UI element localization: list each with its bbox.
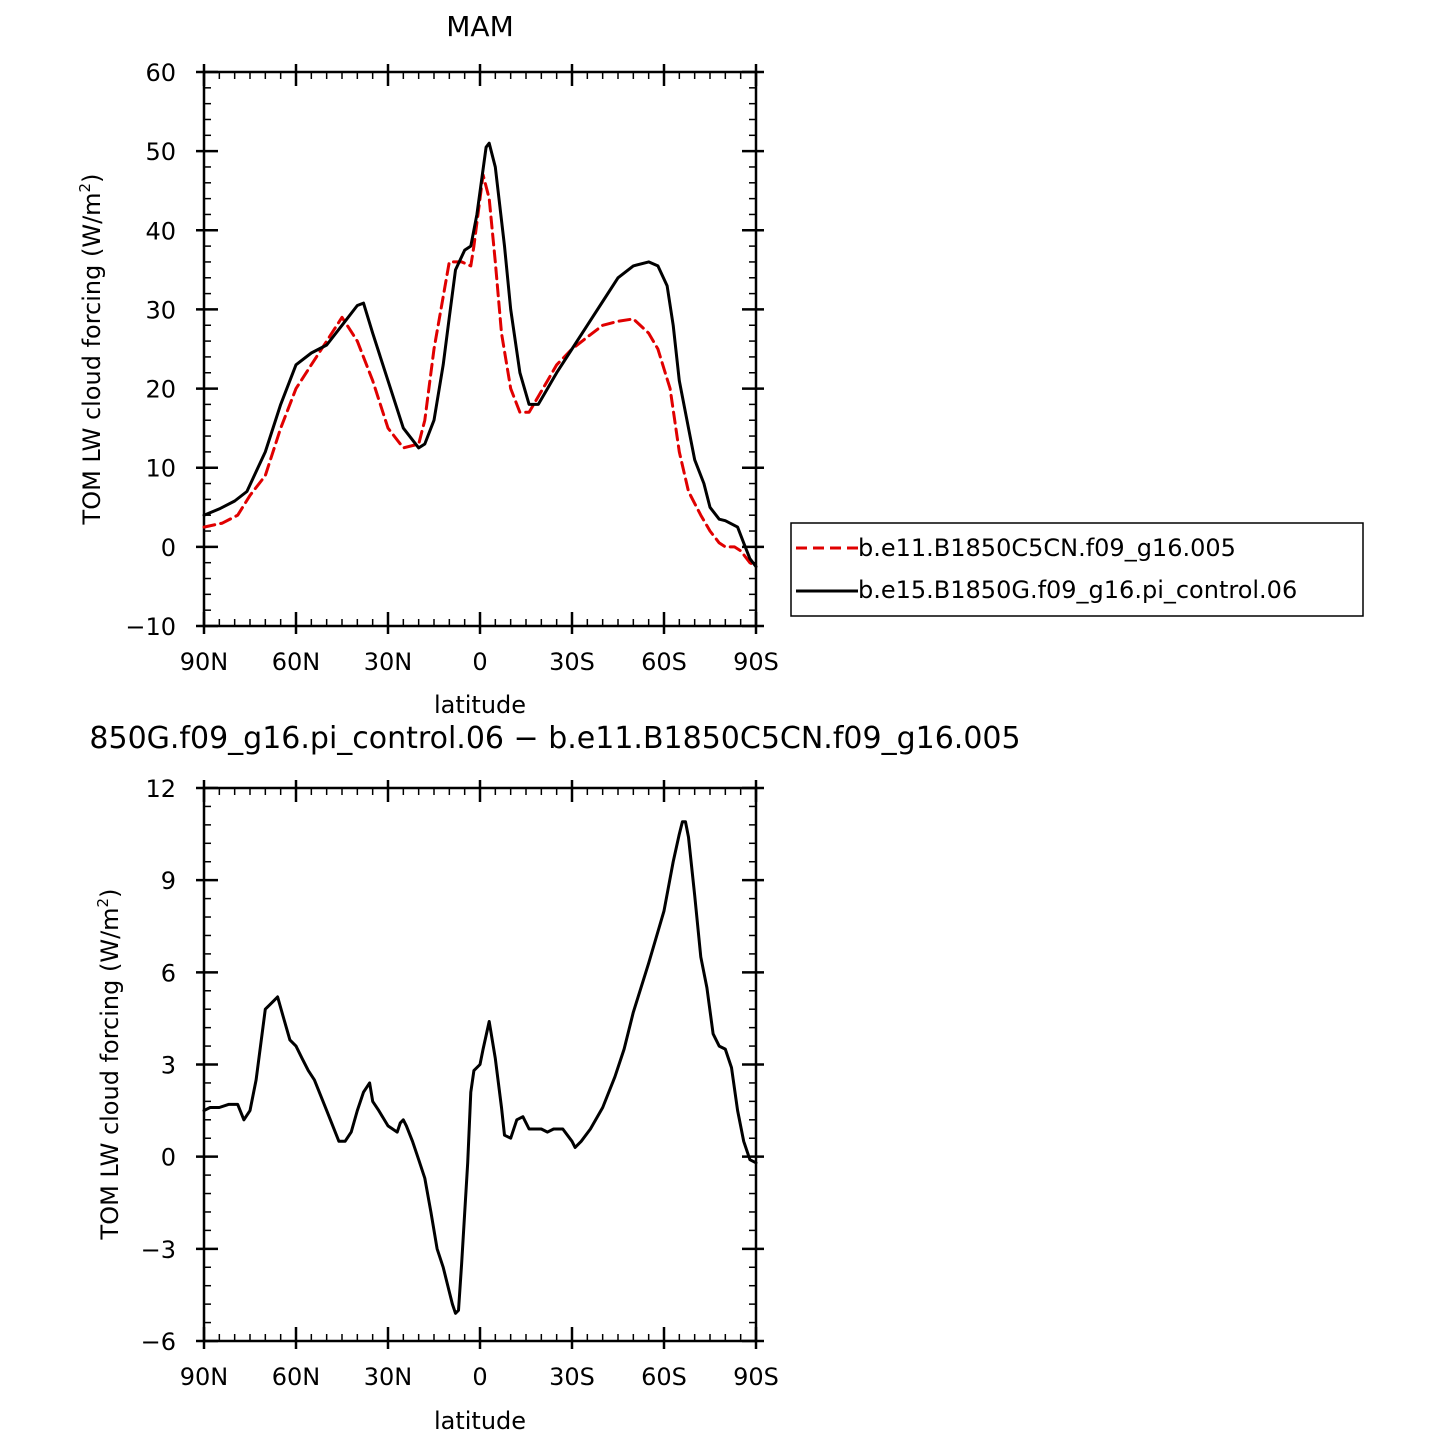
x-axis-label: latitude xyxy=(434,1407,526,1435)
y-axis-label-main: TOM LW cloud forcing (W/m xyxy=(78,192,106,525)
y-tick-label: 30 xyxy=(145,296,176,324)
legend-entry: b.e15.B1850G.f09_g16.pi_control.06 xyxy=(858,576,1297,604)
y-tick-label: −3 xyxy=(141,1236,176,1264)
x-tick-label: 0 xyxy=(472,1363,487,1391)
x-tick-label: 60S xyxy=(641,648,687,676)
y-tick-label: −10 xyxy=(125,613,176,641)
axes: 90N 60N 30N 0 30S 60S 90S −10 0 10 20 30 40 50 60 xyxy=(125,59,779,676)
x-tick-label: 60S xyxy=(641,1363,687,1391)
series-line-0 xyxy=(202,820,758,1315)
x-tick-label: 60N xyxy=(272,648,321,676)
y-tick-label: −6 xyxy=(141,1328,176,1356)
y-axis-label-sup: 2 xyxy=(94,898,112,908)
axes: 90N 60N 30N 0 30S 60S 90S −6 −3 0 3 6 9 12 xyxy=(141,775,779,1391)
chart-title: MAM xyxy=(446,10,513,43)
x-tick-label: 30S xyxy=(549,648,595,676)
x-tick-label: 90N xyxy=(180,1363,229,1391)
x-tick-label: 90S xyxy=(733,1363,779,1391)
top-panel: MAM 90N 60N 30N 0 30S 60S 90S−100102030405060 … xyxy=(76,10,1364,719)
y-tick-label: 60 xyxy=(145,59,176,87)
y-tick-label: 20 xyxy=(145,376,176,404)
y-axis-label-main: TOM LW cloud forcing (W/m xyxy=(96,907,124,1240)
x-tick-label: 0 xyxy=(472,648,487,676)
y-axis-label: TOM LW cloud forcing (W/m2) xyxy=(94,889,124,1241)
chart-title: 850G.f09_g16.pi_control.06 − b.e11.B1850… xyxy=(89,721,1020,756)
series-line-0 xyxy=(202,173,758,569)
plot-frame xyxy=(202,70,758,628)
series-line-1 xyxy=(202,141,758,569)
x-axis-label: latitude xyxy=(434,691,526,719)
x-tick-label: 90S xyxy=(733,648,779,676)
y-tick-label: 0 xyxy=(161,1144,176,1172)
y-tick-label: 9 xyxy=(161,867,176,895)
series-lines xyxy=(202,820,758,1315)
y-tick-label: 50 xyxy=(145,138,176,166)
x-tick-label: 30N xyxy=(364,1363,413,1391)
y-axis-label-sup: 2 xyxy=(76,183,94,193)
y-tick-label: 12 xyxy=(145,775,176,803)
y-axis-label: TOM LW cloud forcing (W/m2) xyxy=(76,174,106,526)
y-tick-label: 10 xyxy=(145,455,176,483)
y-tick-label: 40 xyxy=(145,217,176,245)
y-axis-label-end: ) xyxy=(96,889,124,898)
legend: b.e11.B1850C5CN.f09_g16.005 b.e15.B1850G… xyxy=(790,522,1364,617)
y-axis-label-end: ) xyxy=(78,174,106,183)
y-tick-label: 0 xyxy=(161,534,176,562)
legend-box xyxy=(790,522,1364,617)
legend-entry: b.e11.B1850C5CN.f09_g16.005 xyxy=(858,534,1236,562)
x-tick-label: 30S xyxy=(549,1363,595,1391)
bottom-panel: 850G.f09_g16.pi_control.06 − b.e11.B1850… xyxy=(89,721,1020,1435)
y-tick-label: 3 xyxy=(161,1052,176,1080)
y-tick-label: 6 xyxy=(161,959,176,987)
x-tick-label: 90N xyxy=(180,648,229,676)
series-lines xyxy=(202,141,758,569)
x-tick-label: 60N xyxy=(272,1363,321,1391)
x-tick-label: 30N xyxy=(364,648,413,676)
